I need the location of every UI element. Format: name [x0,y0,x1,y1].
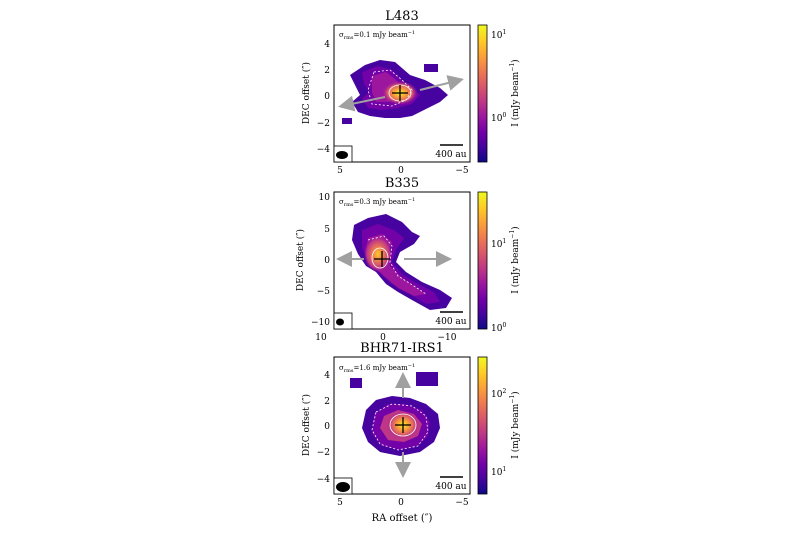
outflow-arrow [338,95,386,112]
emission-map [342,60,448,124]
protostar-marker [374,251,390,267]
plot-frame [333,24,471,163]
colorbar [477,191,488,330]
beam-ellipse [336,318,344,326]
rms-annotation: σrms=1.6 mJy beam−1 [339,363,415,374]
protostar-marker [392,85,408,101]
protostar-marker [395,417,411,433]
scale-bar-label: 400 au [435,482,466,492]
panel-bhr71-irs1: BHR71-IRS1 σrms=1.6 mJy beam−1 400 au 4 … [301,341,521,524]
colorbar-tick: 100 [491,322,506,334]
x-ticks: 5 0 −5 [337,498,469,508]
x-tick: 0 [398,166,404,176]
plot-frame [333,191,471,330]
y-tick: −10 [311,318,330,328]
emission-map [350,372,440,456]
y-tick: 0 [324,92,330,102]
y-ticks: 4 2 0 −2 −4 [317,371,331,485]
x-ticks: 10 0 −10 [315,333,456,343]
colorbar-tick: 101 [491,238,506,250]
plot-frame [333,356,471,495]
emission-map [352,214,452,310]
y-tick: −2 [317,119,330,129]
x-tick: 5 [337,166,343,176]
x-tick: 0 [380,333,386,343]
y-ticks: 10 5 0 −5 −10 [311,193,330,328]
y-tick: 4 [324,40,330,50]
panel-title: BHR71-IRS1 [360,341,444,356]
y-tick: 0 [324,256,330,266]
y-tick: 2 [324,66,330,76]
outflow-arrow [419,75,464,91]
scale-bar-label: 400 au [435,150,466,160]
scale-bar-label: 400 au [435,317,466,327]
x-ticks: 5 0 −5 [337,166,469,176]
y-tick: −5 [317,287,331,297]
y-tick: 4 [324,371,330,381]
x-tick: −5 [455,498,469,508]
colorbar-tick: 101 [491,466,506,478]
y-axis-label: DEC offset (″) [301,394,312,456]
colorbar-label: I (mJy beam−1) [509,226,521,293]
y-tick: 0 [324,422,330,432]
y-tick: 5 [324,225,330,235]
beam-ellipse [336,151,348,159]
panel-b335: B335 σrms=0.3 mJy beam−1 400 au 10 5 0 −… [295,176,521,343]
colorbar-label: I (mJy beam−1) [509,391,521,458]
colorbar [477,24,488,163]
y-axis-label: DEC offset (″) [295,229,306,291]
y-axis-label: DEC offset (″) [301,62,312,124]
rms-annotation: σrms=0.3 mJy beam−1 [339,197,415,208]
x-axis-label: RA offset (″) [372,513,433,524]
y-tick: −4 [317,475,331,485]
panel-l483: L483 σrms=0.1 mJy beam−1 400 au 4 2 0 −2 [301,9,521,176]
colorbar-tick: 101 [491,29,506,41]
x-tick: 10 [315,333,327,343]
colorbar-tick: 100 [491,112,506,124]
panel-title: L483 [385,9,418,24]
beam-ellipse [336,482,350,492]
y-tick: −4 [317,145,331,155]
y-tick: 10 [319,193,331,203]
y-tick: −2 [317,448,330,458]
x-tick: 0 [398,498,404,508]
colorbar-label: I (mJy beam−1) [509,59,521,126]
x-tick: −5 [455,166,469,176]
colorbar-tick: 102 [491,388,506,400]
y-tick: 2 [324,397,330,407]
panel-title: B335 [385,176,419,191]
x-tick: 5 [337,498,343,508]
x-tick: −10 [438,333,457,343]
rms-annotation: σrms=0.1 mJy beam−1 [339,30,415,41]
y-ticks: 4 2 0 −2 −4 [317,40,331,155]
colorbar [477,356,488,495]
